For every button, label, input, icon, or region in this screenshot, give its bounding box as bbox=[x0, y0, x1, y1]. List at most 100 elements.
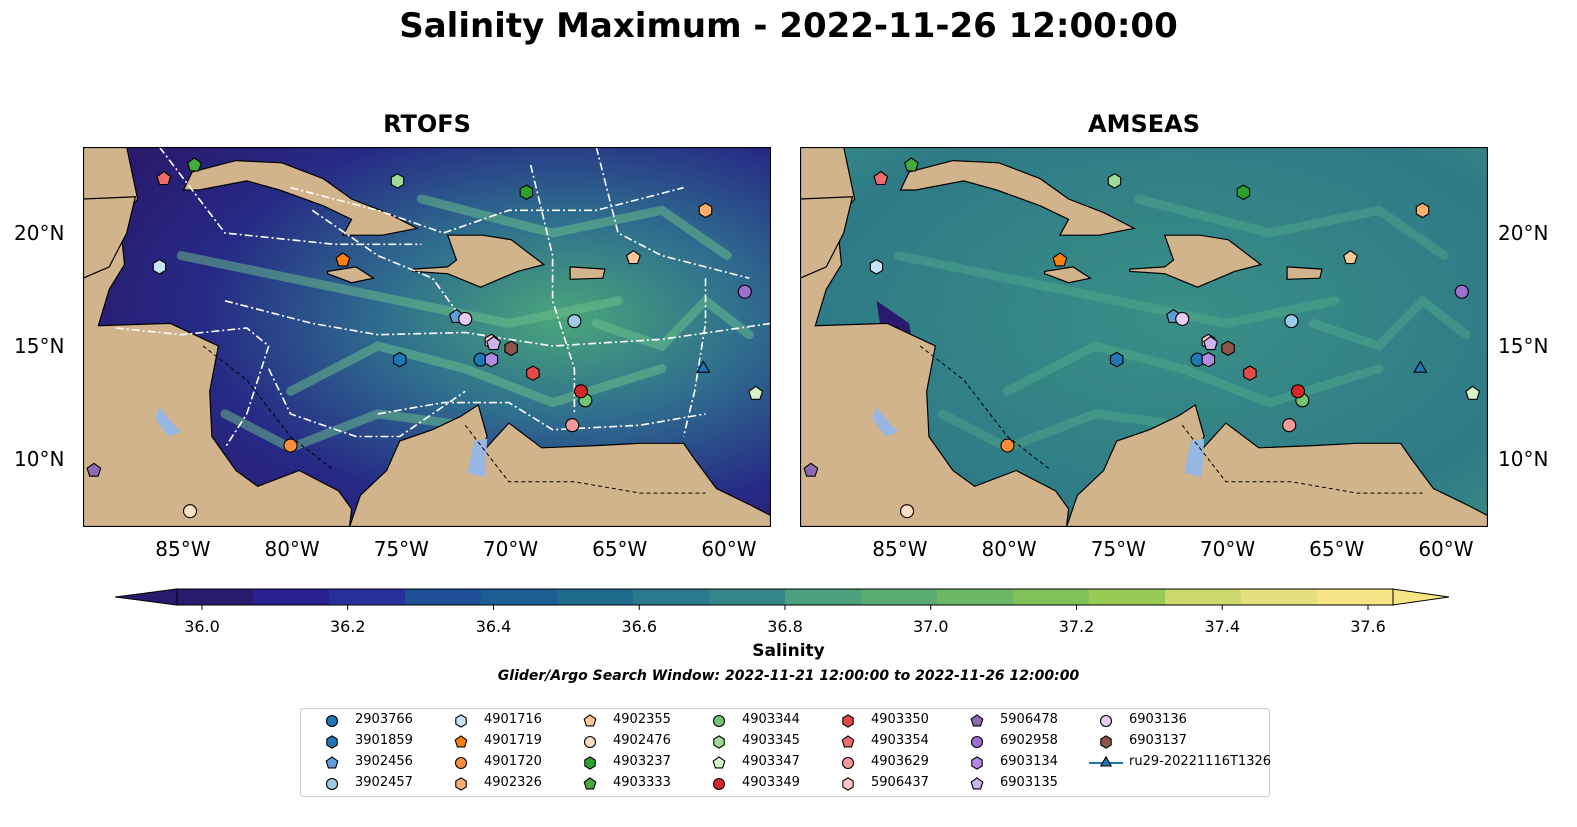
marker-4902355 bbox=[1342, 250, 1358, 265]
colorbar-segment bbox=[861, 589, 938, 605]
colorbar-segment bbox=[329, 589, 406, 605]
marker-6903135 bbox=[1203, 335, 1219, 351]
marker-6903134 bbox=[1201, 351, 1216, 368]
legend-marker bbox=[1099, 714, 1113, 728]
colorbar-segment bbox=[709, 589, 786, 605]
marker-3901859 bbox=[392, 351, 407, 368]
yucatan-land bbox=[83, 196, 137, 279]
legend-label: 5906478 bbox=[1000, 712, 1058, 727]
salinity-front bbox=[1003, 341, 1384, 408]
legend-marker bbox=[842, 714, 854, 728]
map-frame bbox=[83, 147, 771, 527]
yucatan-land bbox=[800, 196, 854, 279]
legend-marker bbox=[841, 735, 855, 748]
marker-4903333 bbox=[903, 157, 919, 172]
legend-marker bbox=[841, 756, 855, 770]
legend-label: 4903344 bbox=[742, 712, 800, 727]
colorbar-segment bbox=[937, 589, 1014, 605]
lon-tick-label: 65°W bbox=[592, 537, 648, 561]
legend-label: 4901720 bbox=[484, 754, 542, 769]
legend-label: 5906437 bbox=[871, 775, 929, 790]
lon-tick-label: 65°W bbox=[1309, 537, 1365, 561]
hispaniola-land bbox=[1129, 234, 1263, 288]
eez-boundary bbox=[595, 147, 750, 279]
legend-marker bbox=[971, 756, 983, 770]
legend-label: 6903134 bbox=[1000, 754, 1058, 769]
lon-tick-label: 85°W bbox=[155, 537, 211, 561]
legend-label: 3901859 bbox=[355, 733, 413, 748]
lat-tick-label-right: 20°N bbox=[1498, 220, 1549, 245]
legend-marker bbox=[326, 735, 338, 749]
lat-tick-label-left: 10°N bbox=[14, 447, 65, 472]
legend-label: 2903766 bbox=[355, 712, 413, 727]
marker-3902457 bbox=[1284, 314, 1299, 329]
marker-5906478 bbox=[803, 462, 819, 477]
legend-marker bbox=[713, 735, 725, 749]
legend-label: 4902476 bbox=[613, 733, 671, 748]
legend-label: 4902326 bbox=[484, 775, 542, 790]
eez-boundary bbox=[377, 401, 706, 431]
eez-boundary bbox=[682, 278, 707, 437]
colorbar-tick-label: 36.6 bbox=[621, 617, 658, 636]
legend-marker bbox=[842, 777, 854, 791]
colorbar-segment bbox=[1241, 589, 1318, 605]
cuba-land bbox=[182, 159, 420, 236]
marker-4903345 bbox=[1107, 173, 1122, 189]
legend-label: 4903350 bbox=[871, 712, 929, 727]
marker-4901720 bbox=[283, 438, 298, 453]
marker-4903350 bbox=[526, 365, 540, 381]
legend-marker bbox=[583, 777, 597, 790]
puerto-rico-land bbox=[569, 266, 606, 280]
puerto-rico-land bbox=[1286, 266, 1323, 280]
lake-maracaibo bbox=[1184, 438, 1205, 478]
legend-marker bbox=[1089, 755, 1123, 767]
marker-3901859 bbox=[1109, 351, 1124, 368]
lake-maracaibo bbox=[467, 438, 488, 478]
marker-4901716 bbox=[152, 259, 167, 275]
lon-tick-label: 85°W bbox=[872, 537, 928, 561]
colorbar-tick-label: 36.0 bbox=[184, 617, 220, 636]
legend-marker bbox=[583, 735, 597, 749]
salinity-front bbox=[1308, 294, 1471, 352]
lat-tick-label-left: 20°N bbox=[14, 220, 65, 245]
legend-marker bbox=[970, 735, 984, 749]
marker-3902457 bbox=[567, 314, 582, 329]
marker-4902355 bbox=[625, 250, 641, 265]
legend-marker bbox=[1100, 735, 1112, 749]
panel-title-rtofs: RTOFS bbox=[383, 110, 471, 138]
legend-marker bbox=[712, 756, 726, 769]
legend-label: 4903354 bbox=[871, 733, 929, 748]
marker-5906478 bbox=[86, 462, 102, 477]
amseas-map bbox=[800, 147, 1488, 527]
eez-boundary bbox=[290, 186, 684, 234]
marker-4903354 bbox=[156, 170, 172, 186]
colorbar-segment bbox=[1089, 589, 1166, 605]
legend-marker bbox=[970, 777, 984, 790]
border-line bbox=[464, 424, 706, 494]
colorbar-segment bbox=[1317, 589, 1394, 605]
panel-title-amseas: AMSEAS bbox=[1088, 110, 1200, 138]
marker-4901719 bbox=[1052, 252, 1068, 267]
legend-label: 4903237 bbox=[613, 754, 671, 769]
marker-4902326 bbox=[698, 202, 713, 219]
lake-nicaragua bbox=[872, 407, 899, 437]
legend-marker bbox=[455, 777, 467, 791]
salinity-front bbox=[893, 251, 1340, 328]
eez-boundary bbox=[267, 368, 466, 438]
legend-label: 6903135 bbox=[1000, 775, 1058, 790]
marker-4902326 bbox=[1415, 202, 1430, 219]
colorbar-tick-label: 36.2 bbox=[329, 617, 366, 636]
map-frame bbox=[800, 147, 1488, 527]
salinity-front bbox=[176, 251, 623, 328]
border-line bbox=[919, 345, 1052, 471]
marker-4901719 bbox=[335, 252, 351, 267]
south-america-land bbox=[1065, 403, 1488, 527]
colorbar-segment bbox=[481, 589, 558, 605]
legend-marker bbox=[455, 714, 467, 728]
hispaniola-land bbox=[412, 234, 546, 288]
marker-4903347 bbox=[1465, 385, 1481, 400]
marker-6903137 bbox=[504, 340, 518, 357]
marker-6902958 bbox=[1454, 284, 1469, 299]
colorbar-segment bbox=[785, 589, 862, 605]
legend-marker bbox=[325, 777, 339, 791]
